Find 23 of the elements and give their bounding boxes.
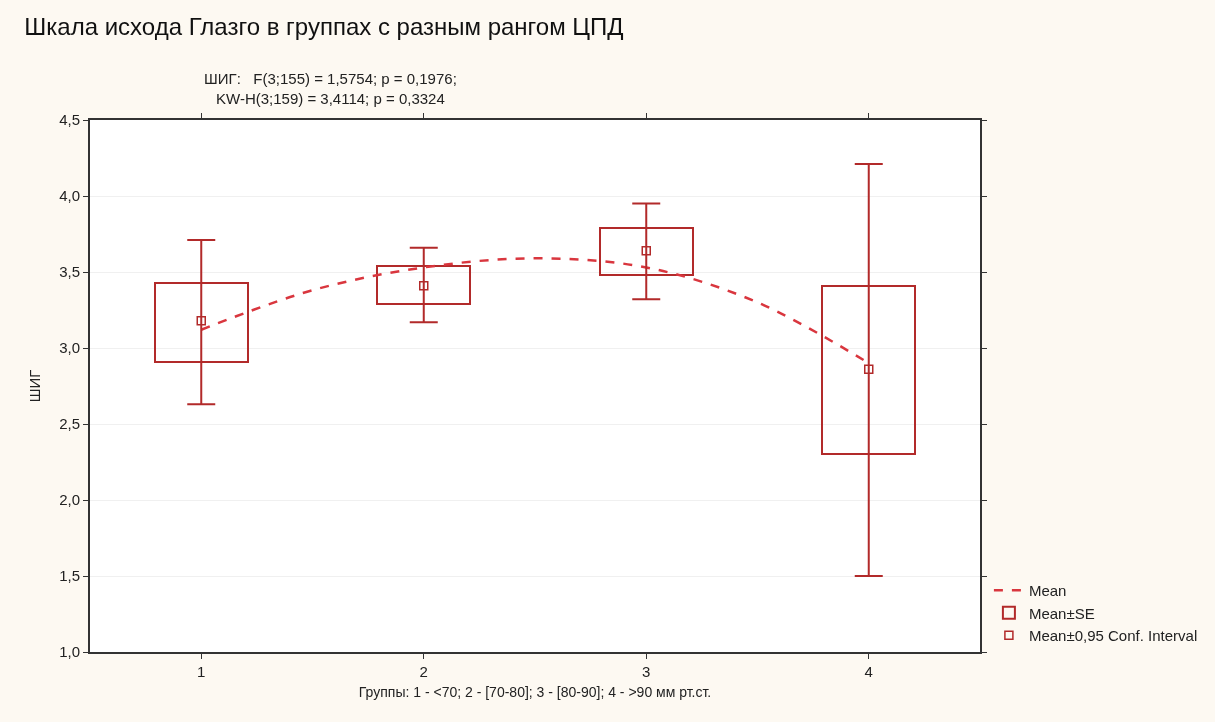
y-axis-title: ШИГ xyxy=(25,369,43,403)
y-tick-label: 2,5 xyxy=(59,415,80,433)
y-tick-label: 4,0 xyxy=(59,187,80,205)
y-tick-label: 1,0 xyxy=(59,643,80,661)
point xyxy=(641,245,651,256)
point xyxy=(196,315,206,326)
chart-subtitle: ШИГ: F(3;155) = 1,5754; p = 0,1976; KW-H(3;159) = 3,4114; p = 0,3324 xyxy=(204,70,457,107)
y-tick-label: 3,0 xyxy=(59,339,80,357)
x-tick-label: 4 xyxy=(864,663,873,680)
y-tick-label: 1,5 xyxy=(59,567,80,585)
y-tick-label: 3,5 xyxy=(59,263,80,281)
legend-label: Mean±0,95 Conf. Interval xyxy=(1028,627,1198,645)
x-tick-label: 1 xyxy=(197,663,206,680)
x-tick-label: 2 xyxy=(419,663,428,680)
point xyxy=(864,364,874,375)
y-tick-label: 4,5 xyxy=(59,111,80,129)
legend-label: Mean±SE xyxy=(1028,604,1095,622)
x-axis-title: Группы: 1 - <70; 2 - [70-80]; 3 - [80-90]; 4 - >90 мм рт.ст. xyxy=(358,683,712,700)
legend-label: Mean xyxy=(1028,582,1067,600)
point xyxy=(419,280,429,291)
y-tick-label: 2,0 xyxy=(59,491,80,509)
chart-title: Шкала исхода Глазго в группах с разным рангом ЦПД xyxy=(24,12,624,40)
x-tick-label: 3 xyxy=(642,663,651,680)
